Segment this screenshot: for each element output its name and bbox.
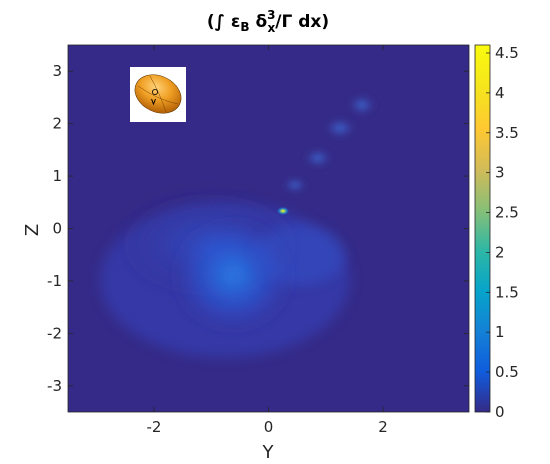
y-tick-label: 0 xyxy=(52,220,62,238)
jet-knot xyxy=(281,176,309,194)
heatmap-plot-area: -2 0 2 3 2 1 0 -1 -2 -3 xyxy=(47,44,470,436)
y-tick-label: -1 xyxy=(47,272,62,290)
colorbar-tick-label: 3 xyxy=(495,164,505,182)
y-tick-label: 3 xyxy=(52,62,62,80)
colorbar-tick-label: 0 xyxy=(495,403,505,421)
diffuse-lobe-right xyxy=(255,225,345,285)
jet-knot xyxy=(302,147,334,169)
colorbar-tick-label: 3.5 xyxy=(495,124,519,142)
x-axis-ticks: -2 0 2 xyxy=(146,45,388,436)
colorbar-tick-label: 4 xyxy=(495,84,505,102)
colorbar-tick-label: 2 xyxy=(495,243,505,261)
ellipsoid-gridline xyxy=(137,85,179,105)
y-axis-label: Z xyxy=(22,224,43,236)
x-tick-label: -2 xyxy=(146,418,161,436)
inset-origin-marker xyxy=(151,89,158,96)
orientation-inset xyxy=(130,67,186,122)
x-tick-label: 2 xyxy=(378,418,388,436)
y-tick-label: 1 xyxy=(52,167,62,185)
colorbar-tick-label: 0.5 xyxy=(495,363,519,381)
colorbar-ticks: 0 0.5 1 1.5 2 2.5 3 3.5 4 4.5 xyxy=(486,44,519,421)
bright-spot xyxy=(277,207,289,215)
ellipsoid-icon xyxy=(134,74,182,114)
y-axis-ticks: 3 2 1 0 -1 -2 -3 xyxy=(47,62,469,395)
y-tick-label: -2 xyxy=(47,324,62,342)
colorbar-tick-label: 1.5 xyxy=(495,283,519,301)
x-axis-label: Y xyxy=(262,442,275,463)
jet-knot xyxy=(322,116,358,140)
x-tick-label: 0 xyxy=(264,418,274,436)
jet xyxy=(281,93,378,194)
inset-view-marker xyxy=(151,98,156,106)
colorbar-gradient xyxy=(474,44,491,413)
colorbar-tick-label: 4.5 xyxy=(495,44,519,62)
chart-title: (∫ εB δ3 x/Γ dx) xyxy=(207,8,329,35)
y-tick-label: 2 xyxy=(52,115,62,133)
y-tick-label: -3 xyxy=(47,377,62,395)
colorbar-tick-label: 2.5 xyxy=(495,204,519,222)
colorbar: 0 0.5 1 1.5 2 2.5 3 3.5 4 4.5 xyxy=(474,44,519,421)
jet-knot xyxy=(346,93,378,117)
colorbar-tick-label: 1 xyxy=(495,323,505,341)
heatmap-emission xyxy=(100,93,378,358)
plot-frame xyxy=(67,44,470,413)
ellipsoid-gridline xyxy=(149,75,167,113)
